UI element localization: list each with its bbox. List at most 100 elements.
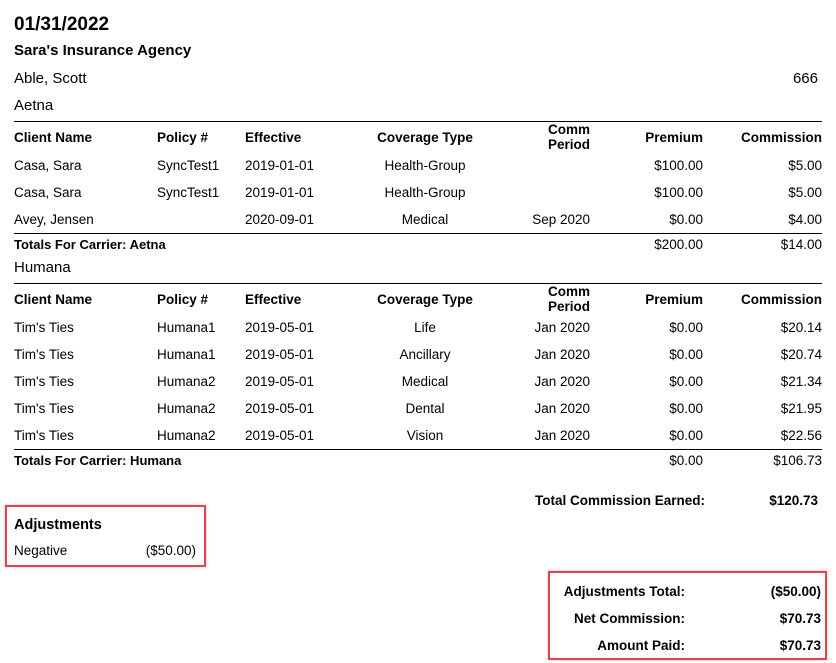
cell-policy: Humana2 [157,401,216,416]
table-row: Avey, Jensen 2020-09-01 Medical Sep 2020… [14,206,822,234]
cell-premium: $0.00 [669,347,703,362]
cell-effective: 2019-05-01 [245,428,315,443]
cell-commission: $20.14 [780,320,822,335]
carrier-totals-label: Totals For Carrier: Humana [14,449,590,471]
cell-period: Jan 2020 [534,320,590,335]
cell-premium: $0.00 [669,401,703,416]
net-commission-value: $70.73 [779,611,821,626]
cell-effective: 2019-01-01 [245,158,315,173]
adjustments-panel: Adjustments Negative ($50.00) [5,505,206,567]
cell-premium: $0.00 [669,320,703,335]
col-policy: Policy # [157,283,245,314]
col-effective: Effective [245,121,339,152]
cell-policy: Humana2 [157,374,216,389]
cell-policy: Humana2 [157,428,216,443]
cell-effective: 2020-09-01 [245,212,315,227]
cell-policy: Humana1 [157,320,216,335]
net-commission-label: Net Commission: [573,611,685,626]
col-effective: Effective [245,283,339,314]
adjustment-label: Negative [14,543,68,558]
carrier-table-humana: Client Name Policy # Effective Coverage … [14,283,822,471]
report-date: 01/31/2022 [14,14,110,35]
cell-client: Tim's Ties [14,320,74,335]
cell-coverage: Ancillary [399,347,451,362]
cell-coverage: Life [414,320,436,335]
table-row: Casa, Sara SyncTest1 2019-01-01 Health-G… [14,152,822,179]
carrier-total-commission: $106.73 [703,449,822,471]
cell-effective: 2019-01-01 [245,185,315,200]
amount-paid-row: Amount Paid: $70.73 [550,638,825,658]
cell-period: Sep 2020 [532,212,590,227]
col-client-name: Client Name [14,283,157,314]
col-comm-period: Comm Period [511,283,590,314]
cell-commission: $22.56 [780,428,822,443]
cell-effective: 2019-05-01 [245,374,315,389]
cell-period: Jan 2020 [534,401,590,416]
cell-client: Tim's Ties [14,401,74,416]
agent-id: 666 [792,70,818,87]
cell-commission: $21.34 [780,374,822,389]
carrier-totals-label: Totals For Carrier: Aetna [14,233,590,255]
carrier-totals-row: Totals For Carrier: Humana $0.00 $106.73 [14,449,822,471]
table-row: Casa, Sara SyncTest1 2019-01-01 Health-G… [14,179,822,206]
cell-client: Tim's Ties [14,374,74,389]
table-row: Tim's Ties Humana1 2019-05-01 Ancillary … [14,341,822,368]
col-coverage-type: Coverage Type [339,283,511,314]
adjustments-total-label: Adjustments Total: [563,584,685,599]
cell-client: Casa, Sara [14,185,82,200]
table-header: Client Name Policy # Effective Coverage … [14,121,822,152]
net-commission-row: Net Commission: $70.73 [550,611,825,631]
carrier-totals-row: Totals For Carrier: Aetna $200.00 $14.00 [14,233,822,255]
col-client-name: Client Name [14,121,157,152]
cell-client: Tim's Ties [14,428,74,443]
table-row: Tim's Ties Humana2 2019-05-01 Vision Jan… [14,422,822,450]
cell-commission: $20.74 [780,347,822,362]
table-row: Tim's Ties Humana1 2019-05-01 Life Jan 2… [14,314,822,341]
cell-commission: $5.00 [788,158,822,173]
adjustments-title: Adjustments [14,517,102,533]
cell-premium: $0.00 [669,428,703,443]
adjustments-total-value: ($50.00) [770,584,821,599]
cell-premium: $0.00 [669,374,703,389]
table-header: Client Name Policy # Effective Coverage … [14,283,822,314]
col-policy: Policy # [157,121,245,152]
cell-policy: Humana1 [157,347,216,362]
adjustments-total-row: Adjustments Total: ($50.00) [550,584,825,604]
carrier-name-aetna: Aetna [14,97,54,114]
cell-commission: $4.00 [788,212,822,227]
cell-coverage: Dental [405,401,445,416]
table-row: Tim's Ties Humana2 2019-05-01 Medical Ja… [14,368,822,395]
carrier-total-premium: $0.00 [590,449,703,471]
total-commission-earned-label: Total Commission Earned: [534,493,705,508]
summary-panel: Adjustments Total: ($50.00) Net Commissi… [548,571,827,660]
cell-coverage: Medical [401,212,449,227]
col-commission: Commission [703,283,822,314]
cell-premium: $100.00 [654,185,703,200]
col-coverage-type: Coverage Type [339,121,511,152]
cell-coverage: Medical [401,374,449,389]
col-commission: Commission [703,121,822,152]
cell-policy: SyncTest1 [157,158,220,173]
cell-coverage: Vision [406,428,444,443]
cell-client: Tim's Ties [14,347,74,362]
cell-client: Casa, Sara [14,158,82,173]
col-comm-period: Comm Period [511,121,590,152]
cell-effective: 2019-05-01 [245,401,315,416]
cell-effective: 2019-05-01 [245,320,315,335]
cell-client: Avey, Jensen [14,212,94,227]
carrier-total-commission: $14.00 [703,233,822,255]
cell-period [511,179,590,206]
cell-premium: $0.00 [669,212,703,227]
cell-effective: 2019-05-01 [245,347,315,362]
cell-coverage: Health-Group [384,158,466,173]
agency-name: Sara's Insurance Agency [14,42,192,59]
carrier-table-aetna: Client Name Policy # Effective Coverage … [14,121,822,255]
carrier-name-humana: Humana [14,259,71,276]
carrier-total-premium: $200.00 [590,233,703,255]
cell-policy [157,206,245,234]
table-row: Tim's Ties Humana2 2019-05-01 Dental Jan… [14,395,822,422]
cell-period: Jan 2020 [534,428,590,443]
col-premium: Premium [590,121,703,152]
amount-paid-label: Amount Paid: [597,638,685,653]
cell-commission: $5.00 [788,185,822,200]
